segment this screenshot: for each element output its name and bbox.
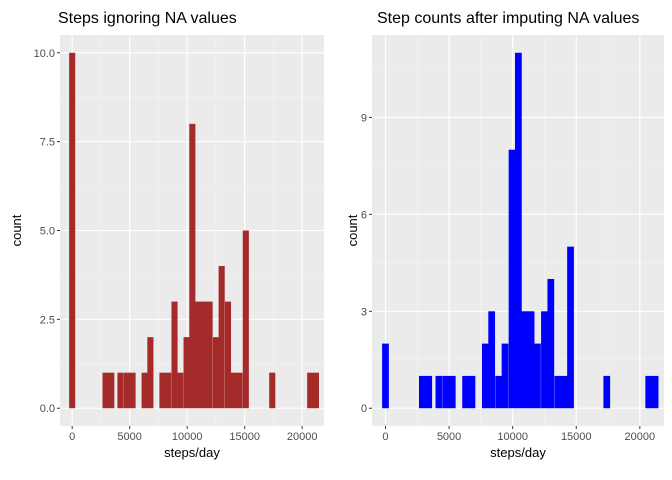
histogram-bar xyxy=(541,311,548,409)
histogram-bar xyxy=(567,246,574,409)
histogram-bar xyxy=(515,52,522,409)
histogram-bar xyxy=(171,301,178,409)
y-tick-label: 0 xyxy=(361,403,367,415)
histogram-bar xyxy=(102,372,109,409)
histogram-bar xyxy=(195,301,202,409)
histogram-bar xyxy=(141,372,148,409)
x-axis-title: steps/day xyxy=(490,445,546,460)
histogram-bar xyxy=(212,337,219,409)
histogram-bar xyxy=(435,375,443,409)
histogram-bar xyxy=(117,372,124,409)
histogram-bar xyxy=(236,372,243,409)
histogram-bar xyxy=(224,301,232,409)
y-tick-label: 3 xyxy=(361,306,367,318)
histogram-bar xyxy=(382,343,389,409)
histogram-bar xyxy=(177,372,184,409)
y-tick-label: 2.5 xyxy=(40,314,55,326)
histogram-bar xyxy=(312,372,319,409)
histogram-bar xyxy=(488,311,496,409)
histogram-bar xyxy=(183,337,190,409)
x-tick-label: 15000 xyxy=(229,431,260,443)
x-tick-label: 20000 xyxy=(287,431,318,443)
x-axis-title: steps/day xyxy=(164,445,220,460)
x-tick-label: 10000 xyxy=(172,431,203,443)
histogram-bar xyxy=(448,375,456,409)
histogram-bar xyxy=(242,230,249,409)
histogram-bar xyxy=(147,337,154,409)
x-tick-label: 0 xyxy=(382,431,388,443)
histogram-bar xyxy=(560,375,568,409)
histogram-bar xyxy=(218,266,225,409)
histogram-bar xyxy=(206,301,213,409)
histogram-bar xyxy=(554,375,562,409)
y-tick-label: 0.0 xyxy=(40,403,55,415)
histogram-bar xyxy=(462,375,469,409)
histogram-bar xyxy=(129,372,136,409)
histogram-bar xyxy=(230,372,237,409)
histogram-bar xyxy=(651,375,659,409)
x-tick-label: 5000 xyxy=(437,431,461,443)
histogram-bar xyxy=(442,375,450,409)
x-tick-label: 0 xyxy=(69,431,75,443)
histogram-bar xyxy=(418,375,426,409)
histogram-bar xyxy=(425,375,433,409)
y-tick-label: 9 xyxy=(361,112,367,124)
histogram-bar xyxy=(200,301,207,409)
y-axis-title: count xyxy=(345,214,360,246)
y-tick-label: 7.5 xyxy=(40,137,55,149)
x-tick-label: 5000 xyxy=(117,431,141,443)
chart-title: Steps ignoring NA values xyxy=(58,10,237,27)
histogram-bar xyxy=(165,372,172,409)
x-tick-label: 10000 xyxy=(497,431,528,443)
histogram-bar xyxy=(645,375,653,409)
x-tick-label: 15000 xyxy=(561,431,592,443)
chart-title: Step counts after imputing NA values xyxy=(377,10,639,27)
x-tick-label: 20000 xyxy=(625,431,656,443)
histogram-bar xyxy=(189,123,196,409)
histogram-bar xyxy=(547,278,555,409)
histogram-bar xyxy=(521,311,529,409)
histogram-bar xyxy=(269,372,276,409)
histogram-bar xyxy=(527,311,535,409)
histogram-bar xyxy=(603,375,611,409)
histogram-bar xyxy=(123,372,130,409)
histogram-bar xyxy=(468,375,476,409)
y-axis-title: count xyxy=(9,214,24,246)
histogram-bar xyxy=(534,343,541,409)
histogram-bar xyxy=(501,343,509,409)
y-tick-label: 6 xyxy=(361,209,367,221)
histogram-bar xyxy=(307,372,314,409)
histogram-bar xyxy=(508,149,516,409)
histogram-bar xyxy=(159,372,166,409)
histogram-bar xyxy=(495,375,503,409)
histogram-bar xyxy=(108,372,115,409)
y-tick-label: 5.0 xyxy=(40,226,55,238)
histogram-bar xyxy=(481,343,489,409)
histogram-bar xyxy=(69,52,76,409)
y-tick-label: 10.0 xyxy=(34,48,55,60)
